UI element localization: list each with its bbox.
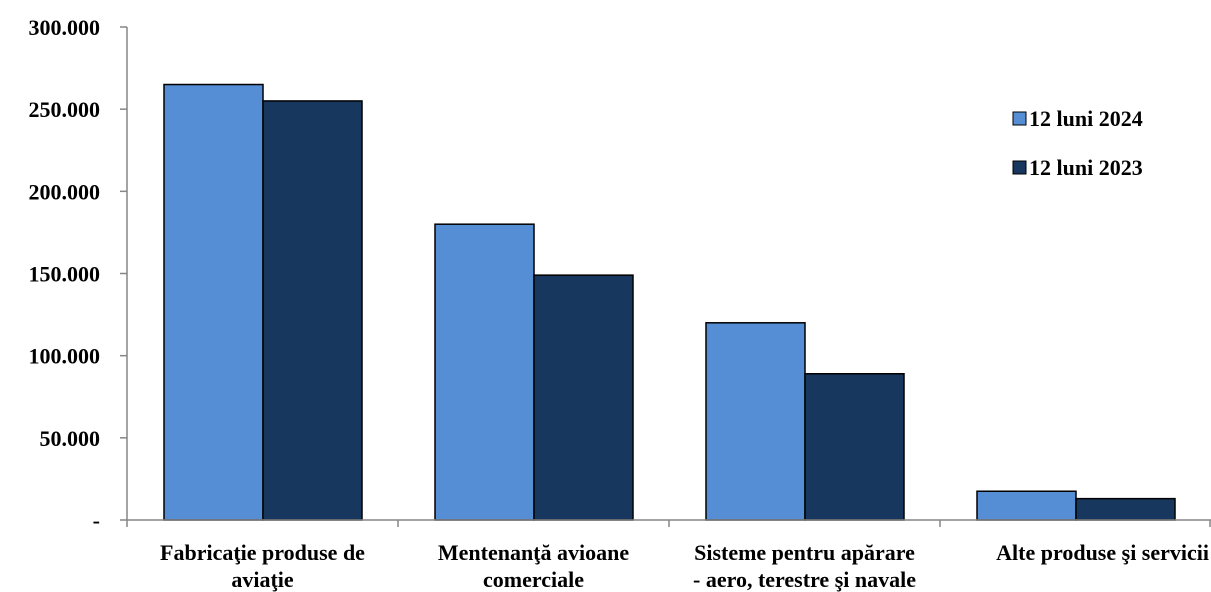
- bar-series-2024: [705, 322, 806, 521]
- bar-series-2023: [804, 372, 905, 521]
- bar-series-2024: [976, 490, 1077, 521]
- y-tick-label: 300.000: [29, 15, 101, 40]
- legend-swatch: [1012, 160, 1027, 175]
- x-category-label: Alte produse şi servicii: [996, 540, 1209, 565]
- x-category-label: - aero, terestre şi navale: [693, 567, 916, 592]
- bar-series-2024: [163, 83, 264, 521]
- legend: 12 luni 2024 12 luni 2023: [1012, 106, 1143, 180]
- bar-series-2024: [434, 223, 535, 521]
- legend-label: 12 luni 2024: [1029, 106, 1143, 131]
- y-tick-label: 100.000: [29, 344, 101, 369]
- legend-label: 12 luni 2023: [1029, 155, 1143, 180]
- bar-series-2023: [1075, 497, 1176, 521]
- x-category-label: aviaţie: [231, 567, 294, 592]
- y-tick-label: 150.000: [29, 262, 101, 287]
- x-category-label: Mentenanţă avioane: [438, 540, 630, 565]
- bar-series-2023: [533, 274, 634, 521]
- y-tick-label: 200.000: [29, 179, 101, 204]
- y-tick-label: 250.000: [29, 97, 101, 122]
- legend-swatch: [1012, 111, 1027, 126]
- bar-series-2023: [262, 100, 363, 521]
- y-tick-label: -: [93, 508, 100, 533]
- x-category-label: Sisteme pentru apărare: [694, 540, 915, 565]
- x-category-label: comerciale: [483, 567, 584, 592]
- y-tick-label: 50.000: [40, 426, 101, 451]
- bars: [163, 83, 1176, 521]
- x-category-label: Fabricaţie produse de: [160, 540, 365, 565]
- y-axis: - 50.000 100.000 150.000 200.000 250.000 300.0…: [29, 15, 128, 533]
